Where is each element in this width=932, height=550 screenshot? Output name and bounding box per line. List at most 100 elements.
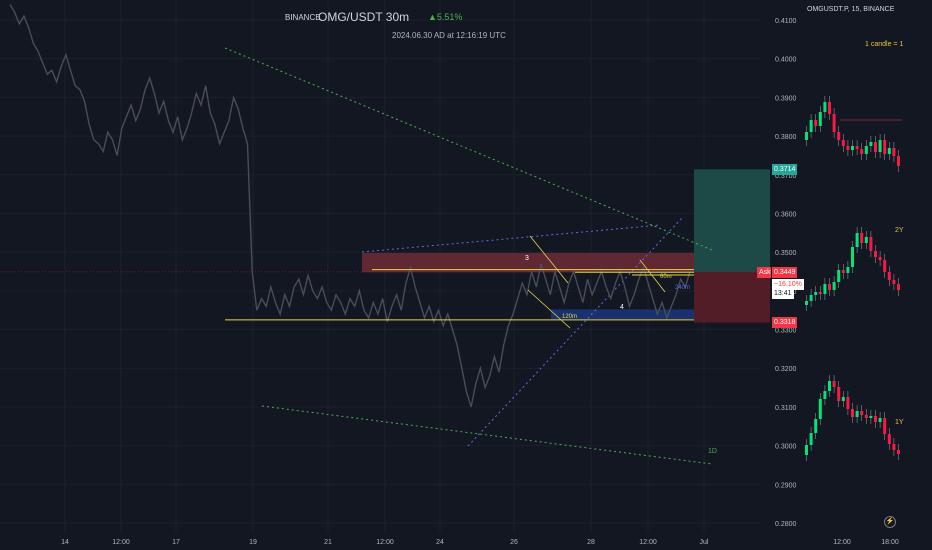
candle-body <box>864 237 868 243</box>
candle-body <box>892 444 896 450</box>
x-tick-label: 18:00 <box>881 539 899 546</box>
target-price-badge: 0.3714 <box>772 164 798 175</box>
countdown-badge: 13:41 <box>772 288 794 299</box>
x-tick-label: 14 <box>61 539 69 546</box>
candle-body <box>855 146 859 149</box>
exchange-label: BINANCE <box>285 13 321 22</box>
candle-body <box>828 381 831 391</box>
candle-body <box>823 391 827 399</box>
zone-3-label: 3 <box>525 255 529 262</box>
candle-body <box>841 270 845 273</box>
trendline-upper <box>224 47 713 251</box>
candle-body <box>869 142 873 146</box>
x-tick-label: Jul <box>700 539 709 546</box>
candle-body <box>883 418 887 434</box>
candle-body <box>864 146 868 154</box>
candle-body <box>814 419 818 433</box>
candle-body <box>851 247 854 267</box>
candle-body <box>814 292 818 295</box>
candle-body <box>869 237 873 251</box>
x-tick-label: 17 <box>172 539 180 546</box>
candle-body <box>828 102 831 114</box>
candle-body <box>832 381 836 387</box>
candle-body <box>860 149 864 154</box>
symbol-title[interactable]: OMG/USDT 30m <box>318 10 410 24</box>
candle-body <box>874 251 877 257</box>
x-axis[interactable]: 14 12:00 17 19 21 12:00 24 26 28 12:00 Jul 12:00 18:… <box>61 539 899 546</box>
label-1d: 1D <box>708 448 717 455</box>
y-tick-label: 0.3500 <box>775 250 797 257</box>
candle-body <box>883 140 887 154</box>
label-120m: 120m <box>562 314 577 320</box>
y-axis[interactable]: 0.4100 0.4000 0.3900 0.3800 0.3700 0.3600 0.35… <box>775 18 797 528</box>
candle-body <box>814 120 818 126</box>
lightning-icon[interactable]: ⚡ <box>884 516 896 528</box>
candle-body <box>892 148 896 156</box>
target-zone <box>694 169 770 272</box>
ask-change-badge: −16.10% <box>772 279 804 290</box>
x-tick-label: 19 <box>249 539 257 546</box>
y-tick-label: 0.2900 <box>775 482 797 489</box>
side-note-top: 1 candle = 1 <box>865 41 903 48</box>
y-tick-label: 0.4000 <box>775 57 797 64</box>
candle-body <box>874 416 877 422</box>
candle-body <box>860 411 864 415</box>
candle-body <box>864 415 868 418</box>
y-tick-label: 0.3300 <box>775 328 797 335</box>
candle-body <box>892 280 896 284</box>
candle-body <box>878 418 882 422</box>
y-tick-label: 0.2800 <box>775 521 797 528</box>
side-label-1y: 1Y <box>895 419 904 426</box>
candle-body <box>883 260 887 272</box>
candle-body <box>805 301 808 305</box>
ask-price-badge: 0.3449 <box>772 267 798 278</box>
candle-body <box>851 409 854 417</box>
candle-body <box>832 114 836 132</box>
zone-4-label: 4 <box>620 304 624 311</box>
side-label-2y: 2Y <box>895 227 904 234</box>
candle-body <box>805 132 808 140</box>
trendline-lower <box>261 405 713 465</box>
resistance-zone <box>362 252 694 273</box>
stop-zone <box>694 271 770 323</box>
levels <box>0 235 770 329</box>
candle-body <box>878 257 882 260</box>
candle-body <box>878 140 882 152</box>
change-percent: ▲5.51% <box>428 12 463 22</box>
candle-body <box>855 233 859 247</box>
candle-body <box>818 112 822 126</box>
candle-body <box>887 148 891 154</box>
y-tick-label: 0.3800 <box>775 134 797 141</box>
y-tick-label: 0.3700 <box>775 173 797 180</box>
x-tick-label: 12:00 <box>833 539 851 546</box>
candle-body <box>851 146 854 150</box>
candle-body <box>832 282 836 290</box>
trendline-rising <box>467 217 683 447</box>
trendline-top-triangle <box>361 224 661 253</box>
candle-body <box>869 416 873 418</box>
y-tick-label: 0.4100 <box>775 18 797 25</box>
candle-body <box>841 397 845 401</box>
ask-label-badge: Ask <box>757 267 771 278</box>
candle-body <box>846 397 850 409</box>
x-tick-label: 28 <box>587 539 595 546</box>
candle-body <box>846 267 850 273</box>
trendlines <box>224 47 713 465</box>
label-60m: 60m <box>660 274 672 280</box>
candle-body <box>828 284 831 290</box>
candle-body <box>897 284 900 290</box>
y-tick-label: 0.3000 <box>775 444 797 451</box>
candle-body <box>809 120 813 132</box>
candle-body <box>846 146 850 150</box>
x-tick-label: 12:00 <box>639 539 657 546</box>
support-zone <box>551 309 694 320</box>
candle-body <box>823 284 827 294</box>
timestamp: 2024.06.30 AD at 12:16:19 UTC <box>392 31 506 40</box>
y-tick-label: 0.3600 <box>775 211 797 218</box>
candle-body <box>841 140 845 146</box>
candle-body <box>818 399 822 419</box>
x-tick-label: 12:00 <box>112 539 130 546</box>
price-series <box>9 4 691 408</box>
